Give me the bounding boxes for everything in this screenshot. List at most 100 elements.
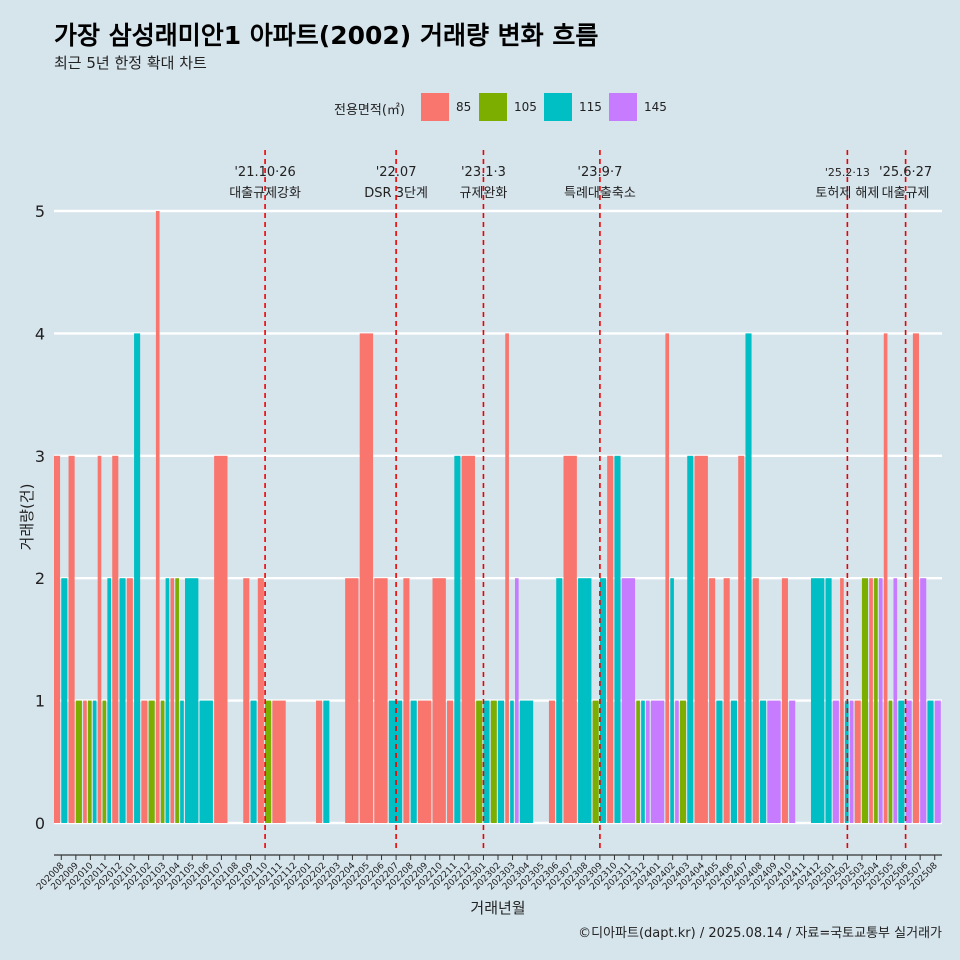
bar-105-202505 [888, 700, 893, 823]
bar-85-202012 [112, 455, 119, 823]
bar-115-202011 [107, 578, 112, 823]
bar-115-202303 [510, 700, 514, 823]
bar-145-202502 [849, 700, 854, 823]
bar-85-202212 [461, 455, 475, 823]
bar-115-202010 [92, 700, 97, 823]
bar-145-202303 [514, 578, 519, 823]
bar-115-202506 [898, 700, 905, 823]
bar-115-202402 [670, 578, 674, 823]
bar-115-202407 [745, 333, 752, 823]
bar-115-202012 [119, 578, 126, 823]
event-desc-label: 대출규제 [882, 186, 930, 201]
bar-85-202404 [694, 455, 708, 823]
bar-145-202508 [934, 700, 941, 823]
bar-85-202209 [417, 700, 432, 823]
bar-85-202504 [869, 578, 873, 823]
bar-115-202308 [578, 578, 592, 823]
bar-85-202410 [781, 578, 788, 823]
bar-85-202502 [840, 578, 844, 823]
x-axis-title: 거래년월 [470, 899, 525, 917]
bar-85-202503 [854, 700, 861, 823]
bar-115-202304 [519, 700, 534, 823]
bar-85-202009 [68, 455, 75, 823]
bar-85-202307 [563, 455, 577, 823]
bar-105-202110 [265, 700, 272, 823]
bar-115-202301 [483, 700, 490, 823]
event-date-label: '23.1·3 [461, 165, 506, 180]
y-tick-label: 5 [35, 202, 45, 221]
bar-105-202312 [636, 700, 640, 823]
y-tick-label: 3 [35, 447, 45, 466]
bar-85-202407 [738, 455, 745, 823]
legend-label-145: 145 [644, 100, 667, 114]
bar-145-202401 [650, 700, 665, 823]
bar-115-202508 [927, 700, 934, 823]
bar-105-202309 [592, 700, 599, 823]
bar-115-202101 [134, 333, 141, 823]
legend-title: 전용면적(㎡) [334, 103, 405, 118]
y-axis-title: 거래량(건) [18, 484, 36, 551]
bar-145-202504 [878, 578, 883, 823]
y-tick-label: 0 [35, 814, 45, 833]
legend-key-105 [479, 93, 507, 121]
bar-85-202110 [257, 578, 264, 823]
bar-85-202208 [403, 578, 410, 823]
bar-85-202111 [272, 700, 286, 823]
event-date-label: '23.9·7 [577, 165, 622, 180]
bar-115-202211 [454, 455, 461, 823]
bar-115-202306 [556, 578, 563, 823]
event-desc-label: 토허제 해제 [815, 186, 879, 201]
bar-115-202103 [165, 578, 170, 823]
bar-85-202405 [709, 578, 716, 823]
bar-85-202008 [54, 455, 61, 823]
bar-105-202011 [102, 700, 107, 823]
bar-115-202312 [641, 700, 645, 823]
y-tick-label: 1 [35, 692, 45, 711]
event-desc-label: 대출규제강화 [229, 186, 301, 201]
bar-145-202505 [893, 578, 898, 823]
event-date-label: '25.2·13 [825, 166, 870, 179]
chart-subtitle: 최근 5년 한정 확대 차트 [54, 54, 207, 72]
bar-105-202301 [476, 700, 483, 823]
bar-105-202102 [148, 700, 155, 823]
legend-label-105: 105 [514, 100, 537, 114]
bar-105-202302 [490, 700, 497, 823]
bar-105-202103 [160, 700, 165, 823]
legend-key-145 [609, 93, 637, 121]
y-tick-label: 4 [35, 324, 45, 343]
bar-145-202409 [767, 700, 781, 823]
bar-145-202501 [832, 700, 839, 823]
bar-115-202309 [599, 578, 606, 823]
legend-key-115 [544, 93, 572, 121]
bar-145-202312 [646, 700, 650, 823]
event-date-label: '21.10·26 [234, 165, 295, 180]
bar-85-202402 [665, 333, 670, 823]
bar-105-202503 [861, 578, 869, 823]
event-desc-label: 특례대출축소 [564, 186, 636, 201]
bar-105-202504 [874, 578, 878, 823]
bar-85-202505 [883, 333, 888, 823]
bar-85-202205 [359, 333, 374, 823]
legend-label-115: 115 [579, 100, 602, 114]
bar-85-202406 [723, 578, 730, 823]
bar-145-202506 [905, 700, 912, 823]
bar-85-202109 [243, 578, 250, 823]
bar-115-202408 [760, 700, 767, 823]
event-date-label: '22.07 [376, 165, 417, 180]
bar-85-202010 [83, 700, 87, 823]
bar-115-202302 [498, 700, 505, 823]
bar-85-202202 [316, 700, 323, 823]
bar-115-202310 [614, 455, 621, 823]
bar-115-202008 [61, 578, 68, 823]
bar-145-202402 [675, 700, 679, 823]
bar-85-202206 [374, 578, 388, 823]
bar-115-202202 [323, 700, 330, 823]
bar-85-202011 [97, 455, 102, 823]
bar-105-202403 [679, 700, 687, 823]
bar-115-202403 [687, 455, 694, 823]
bar-85-202211 [447, 700, 454, 823]
event-desc-label: 규제완화 [460, 186, 508, 201]
y-tick-label: 2 [35, 569, 45, 588]
legend-key-85 [421, 93, 449, 121]
